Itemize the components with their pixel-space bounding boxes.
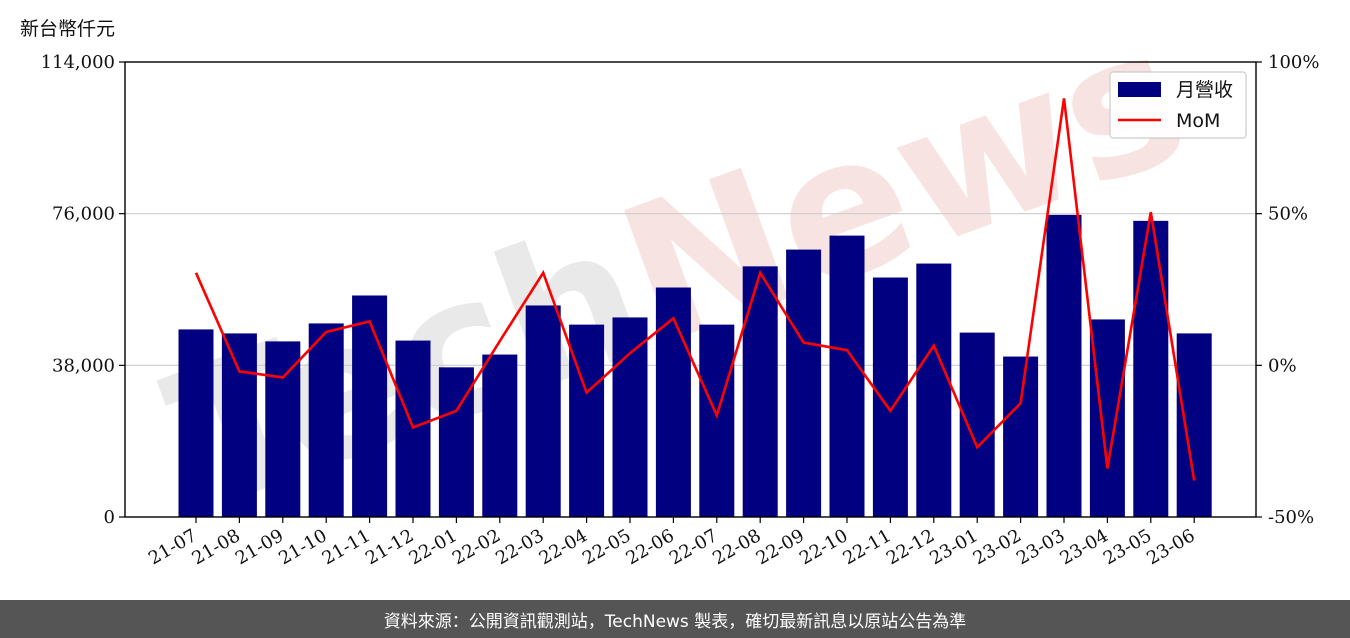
bar-23-02: [1003, 356, 1039, 517]
x-tick-label: 23-05: [1100, 525, 1155, 569]
x-tick-label: 22-07: [666, 525, 721, 569]
x-tick-label: 21-10: [275, 525, 330, 569]
bar-22-05: [612, 317, 648, 517]
x-tick-label: 22-11: [839, 525, 894, 569]
bar-21-08: [221, 333, 257, 517]
right-tick-label: 0%: [1268, 355, 1297, 376]
bar-22-12: [916, 263, 952, 517]
left-tick-label: 114,000: [41, 52, 115, 73]
x-tick-label: 22-10: [796, 525, 851, 569]
mom-line: [194, 98, 1196, 481]
bar-23-05: [1133, 220, 1169, 517]
left-tick-label: 0: [104, 507, 115, 528]
mom-line-series: [194, 98, 1196, 481]
bar-23-01: [959, 332, 995, 517]
bar-22-06: [655, 287, 691, 517]
left-tick-label: 76,000: [52, 204, 115, 225]
bar-22-02: [482, 354, 518, 517]
plot-frame: [124, 61, 1257, 518]
bar-22-03: [525, 305, 561, 517]
x-tick-label: 22-06: [622, 525, 677, 569]
legend-swatch-bar: [1118, 82, 1161, 97]
bar-21-09: [265, 341, 301, 517]
bar-22-10: [829, 235, 865, 518]
right-tick-label: 50%: [1268, 204, 1308, 225]
x-tick-label: 22-01: [405, 525, 460, 569]
legend-label-bar: 月營收: [1176, 79, 1233, 101]
right-tick-label: -50%: [1268, 507, 1314, 528]
x-tick-label: 22-03: [492, 525, 547, 569]
x-tick-label: 22-09: [753, 525, 808, 569]
x-tick-label: 23-03: [1013, 525, 1068, 569]
bar-21-11: [352, 295, 388, 517]
source-footer: 資料來源：公開資訊觀測站，TechNews 製表，確切最新訊息以原站公告為準: [0, 600, 1350, 638]
x-tick-label: 21-07: [145, 525, 200, 569]
bar-series: [178, 214, 1212, 518]
bar-22-07: [699, 324, 735, 517]
x-tick-label: 23-06: [1143, 525, 1198, 569]
chart-canvas: TechNews 038,00076,000114,000-50%0%50%10…: [41, 0, 1320, 569]
bar-22-11: [872, 277, 908, 517]
x-tick-label: 22-02: [449, 525, 504, 569]
bar-22-09: [786, 249, 822, 518]
x-tick-label: 21-11: [319, 525, 374, 569]
x-tick-label: 22-08: [709, 525, 764, 569]
x-tick-label: 22-12: [883, 525, 938, 569]
legend: 月營收 MoM: [1109, 71, 1247, 139]
x-tick-label: 23-01: [926, 525, 981, 569]
x-tick-label: 23-02: [970, 525, 1025, 569]
bar-21-07: [178, 329, 214, 517]
x-tick-label: 22-05: [579, 525, 634, 569]
bar-23-03: [1046, 214, 1082, 518]
bar-22-04: [569, 324, 605, 517]
x-tick-label: 22-04: [536, 525, 591, 569]
left-tick-label: 38,000: [52, 355, 115, 376]
bar-21-10: [308, 323, 344, 517]
bar-22-08: [742, 266, 778, 517]
legend-label-line: MoM: [1176, 110, 1220, 132]
x-tick-label: 21-12: [362, 525, 417, 569]
x-tick-label: 23-04: [1056, 525, 1111, 569]
bar-23-04: [1089, 319, 1125, 517]
bar-23-06: [1176, 333, 1212, 517]
y-axis-unit-label: 新台幣仟元: [20, 18, 116, 40]
right-tick-label: 100%: [1268, 52, 1319, 73]
